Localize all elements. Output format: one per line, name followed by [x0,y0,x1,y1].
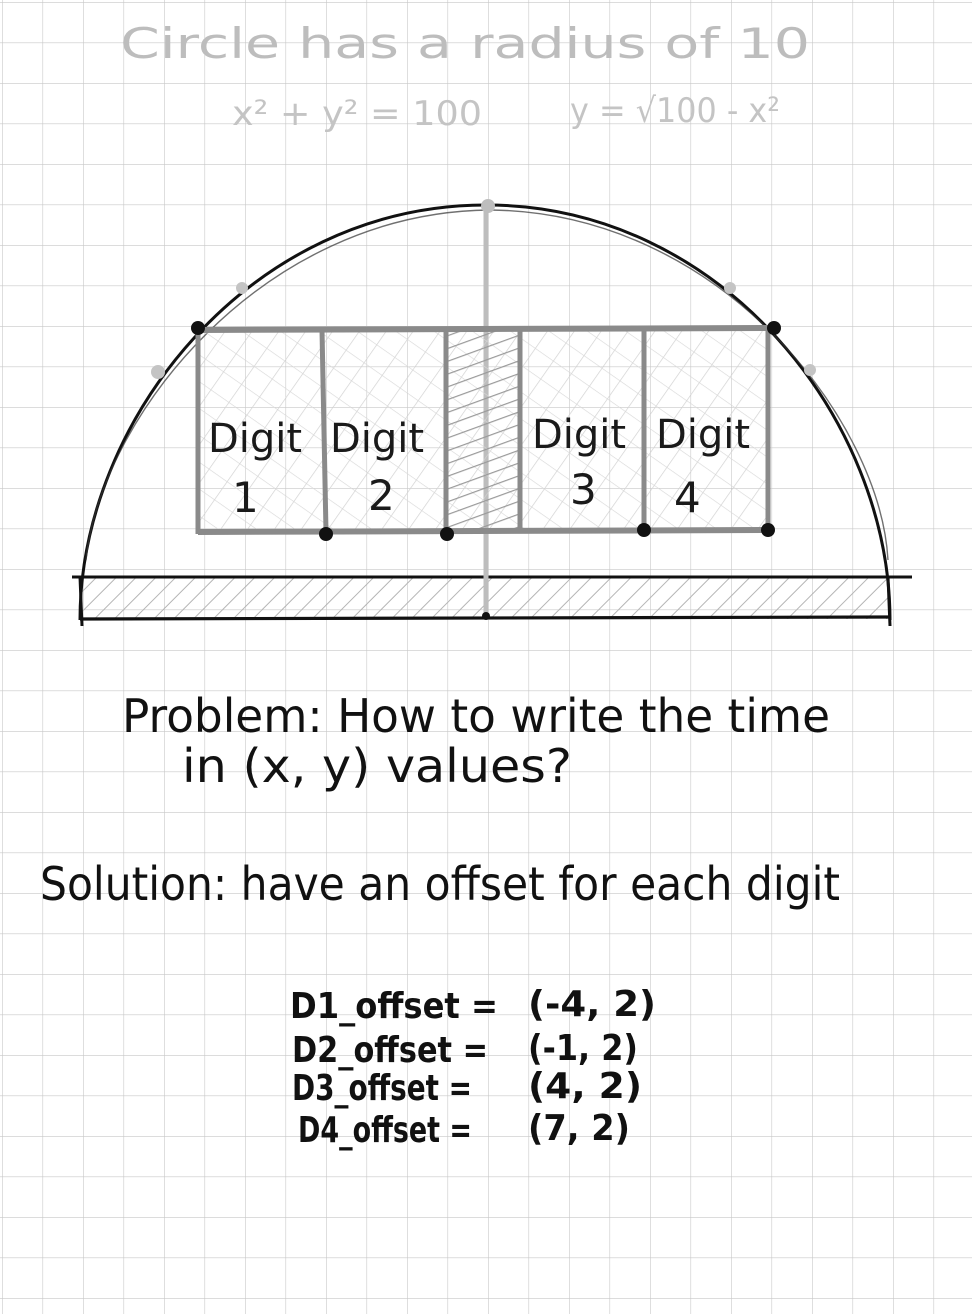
semicircle-diagram: Digit 1 Digit 2 Digit 3 Digit 4 [72,199,912,627]
corner-point-top-left [191,321,205,335]
digit-4-number: 4 [674,473,701,522]
arc-point-left-lower [151,365,165,379]
center-separator-fill [446,330,520,532]
problem-line-1: Problem: How to write the time [122,689,830,743]
arc-point-left-upper [236,282,248,294]
arc-top-point [481,199,495,213]
offset-1-name: D1_offset = [290,986,498,1027]
offset-2-name: D2_offset = [292,1030,488,1071]
offset-4-value: (7, 2) [528,1108,630,1149]
header-radius-note: Circle has a radius of 10 [120,19,810,68]
digit-1-label: Digit [208,416,302,462]
offset-3-name: D3_offset = [292,1068,472,1109]
digit-area-bottom-line [197,527,769,535]
corner-point-bottom-3 [637,523,651,537]
solution-text: Solution: have an offset for each digit [40,857,840,911]
digit-area-top-line [197,325,769,333]
digit-3-label: Digit [532,412,626,458]
digit-3-number: 3 [570,465,597,514]
offset-2-value: (-1, 2) [528,1028,638,1069]
digit-1-number: 1 [232,473,259,522]
digit-4-label: Digit [656,412,750,458]
corner-point-bottom-1 [319,527,333,541]
digit-2-label: Digit [330,416,424,462]
arc-point-right-upper [724,282,736,294]
offset-1-value: (-4, 2) [528,984,656,1025]
center-ground-point [482,612,490,620]
arc-point-right-lower [804,364,816,376]
digit-2-number: 2 [368,471,395,520]
offsets-list: D1_offset = (-4, 2) D2_offset = (-1, 2) … [290,984,656,1151]
header-circle-equation: x² + y² = 100 [232,94,482,134]
offset-4-name: D4_offset = [298,1110,472,1151]
header-solved-equation: y = √100 - x² [570,91,780,131]
corner-point-bottom-2 [440,527,454,541]
offset-3-value: (4, 2) [528,1066,642,1107]
problem-line-2: in (x, y) values? [182,739,572,793]
corner-point-top-right [767,321,781,335]
corner-point-bottom-4 [761,523,775,537]
digit-divider-1 [319,329,329,533]
